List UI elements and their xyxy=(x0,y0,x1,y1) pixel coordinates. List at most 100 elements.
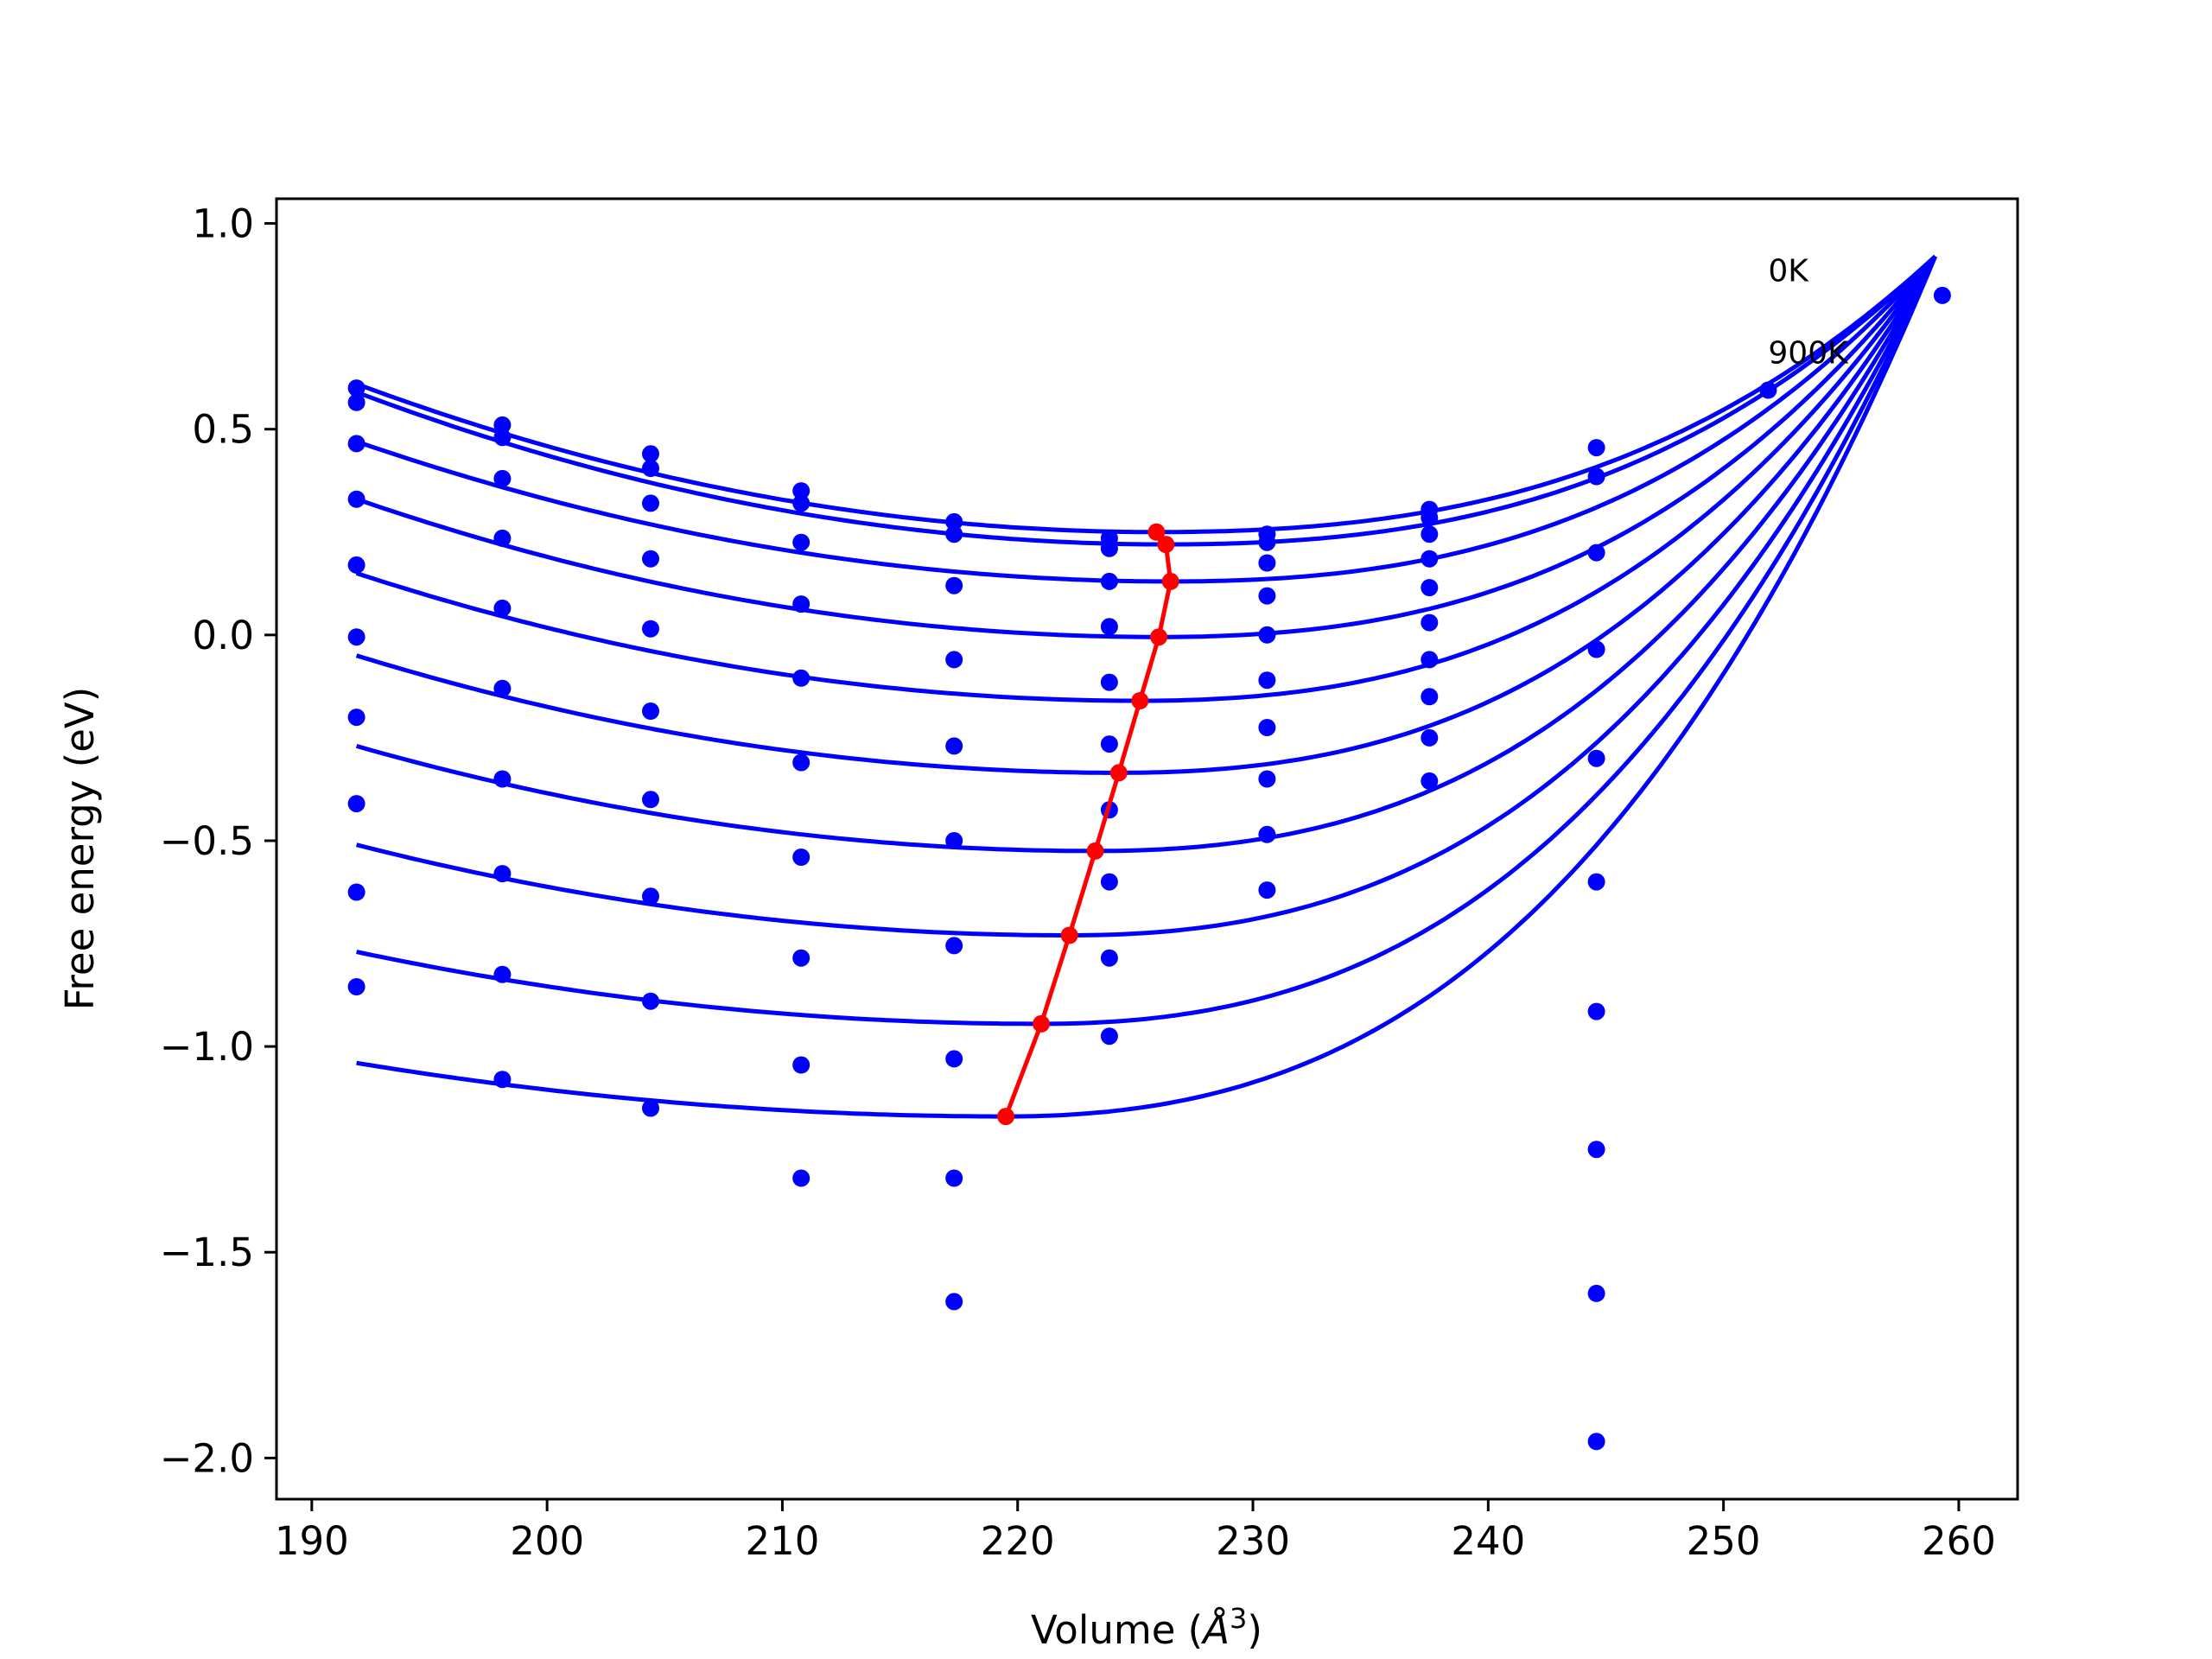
data-point xyxy=(642,1099,659,1117)
data-point xyxy=(642,791,659,809)
minimum-point xyxy=(1109,764,1128,782)
data-point xyxy=(347,628,365,646)
y-tick-label: −1.5 xyxy=(160,1230,254,1275)
data-point xyxy=(792,1169,810,1187)
x-tick-label: 210 xyxy=(745,1518,819,1564)
minimum-point xyxy=(1161,572,1179,590)
data-point xyxy=(642,887,659,906)
temperature-annotation: 0K xyxy=(1768,253,1809,289)
minimum-point xyxy=(1086,842,1104,860)
data-point xyxy=(642,620,659,638)
data-point xyxy=(1587,1284,1605,1302)
data-point xyxy=(945,737,963,755)
data-point xyxy=(945,651,963,669)
data-point xyxy=(1100,618,1118,636)
data-point xyxy=(792,669,810,687)
data-point xyxy=(1421,728,1439,747)
data-point xyxy=(1421,772,1439,790)
data-point xyxy=(1100,572,1118,590)
data-point xyxy=(1258,533,1276,551)
data-point xyxy=(1100,1027,1118,1046)
x-tick-label: 200 xyxy=(510,1518,584,1564)
y-tick-label: 0.0 xyxy=(192,613,254,658)
data-point xyxy=(493,865,512,883)
data-point xyxy=(792,595,810,613)
data-point xyxy=(1587,873,1605,891)
data-point xyxy=(945,937,963,955)
y-tick-label: 1.0 xyxy=(192,201,254,247)
data-point xyxy=(493,965,512,983)
temperature-annotation: 900K xyxy=(1768,336,1849,372)
data-point xyxy=(347,435,365,453)
minimum-point xyxy=(1147,523,1166,541)
data-point xyxy=(945,832,963,849)
data-point xyxy=(792,533,810,551)
data-point xyxy=(1258,825,1276,843)
plot-frame xyxy=(275,197,2019,1501)
data-point xyxy=(1258,671,1276,690)
y-tick-label: −1.0 xyxy=(160,1024,254,1070)
fit-curve-0 xyxy=(355,254,1937,535)
y-axis-ticks: 1.0 0.5 0.0 −0.5 −1.0 −1.5 −2.0 xyxy=(160,201,276,1481)
minimum-point xyxy=(1060,926,1078,944)
data-point xyxy=(1421,579,1439,597)
x-tick-label: 230 xyxy=(1216,1518,1290,1564)
data-point xyxy=(1100,735,1118,753)
data-point xyxy=(945,1050,963,1068)
minimum-point xyxy=(997,1108,1015,1126)
data-point xyxy=(1258,881,1276,899)
data-point xyxy=(792,949,810,967)
data-point xyxy=(792,753,810,772)
fit-curve-3 xyxy=(355,255,1937,639)
y-axis-label: Free energy (eV) xyxy=(57,687,103,1010)
data-point xyxy=(1421,613,1439,632)
fit-curve-5 xyxy=(355,255,1937,775)
fit-curve-8 xyxy=(356,255,1937,1027)
data-point xyxy=(642,702,659,720)
data-point xyxy=(347,795,365,813)
data-point xyxy=(347,978,365,995)
data-point xyxy=(945,1169,963,1187)
data-point xyxy=(1100,949,1118,967)
data-point xyxy=(347,393,365,411)
data-point xyxy=(792,849,810,866)
data-point xyxy=(1258,554,1276,572)
minima-line xyxy=(1003,531,1173,1117)
data-point xyxy=(1933,286,1951,304)
data-point xyxy=(642,992,659,1010)
y-tick-label: 0.5 xyxy=(192,407,254,453)
x-tick-label: 190 xyxy=(275,1518,349,1564)
minimum-point xyxy=(1150,628,1168,646)
data-point xyxy=(1100,539,1118,557)
data-point xyxy=(347,490,365,508)
data-point xyxy=(1587,543,1605,562)
data-point xyxy=(1587,1141,1605,1159)
data-point xyxy=(792,494,810,512)
data-point xyxy=(642,445,659,463)
data-point xyxy=(1587,749,1605,767)
x-tick-label: 240 xyxy=(1451,1518,1525,1564)
x-axis-label-close: ) xyxy=(1247,1607,1262,1653)
data-point xyxy=(1587,1002,1605,1020)
x-tick-label: 220 xyxy=(981,1518,1055,1564)
x-tick-label: 260 xyxy=(1922,1518,1996,1564)
data-point xyxy=(493,770,512,788)
data-point xyxy=(493,599,512,617)
minima-line-group xyxy=(997,523,1179,1126)
data-point xyxy=(347,379,365,397)
x-axis-label: Volume (Å3) xyxy=(1031,1602,1262,1653)
data-point xyxy=(1100,873,1118,891)
data-point xyxy=(945,576,963,594)
data-point xyxy=(1421,509,1439,527)
data-point xyxy=(493,1071,512,1089)
data-point xyxy=(493,416,512,434)
data-point xyxy=(347,709,365,727)
data-point xyxy=(493,429,512,447)
data-point xyxy=(1258,626,1276,644)
fit-curve-7 xyxy=(355,255,1937,938)
data-point xyxy=(642,460,659,477)
data-point xyxy=(1258,587,1276,605)
data-point xyxy=(1587,439,1605,457)
